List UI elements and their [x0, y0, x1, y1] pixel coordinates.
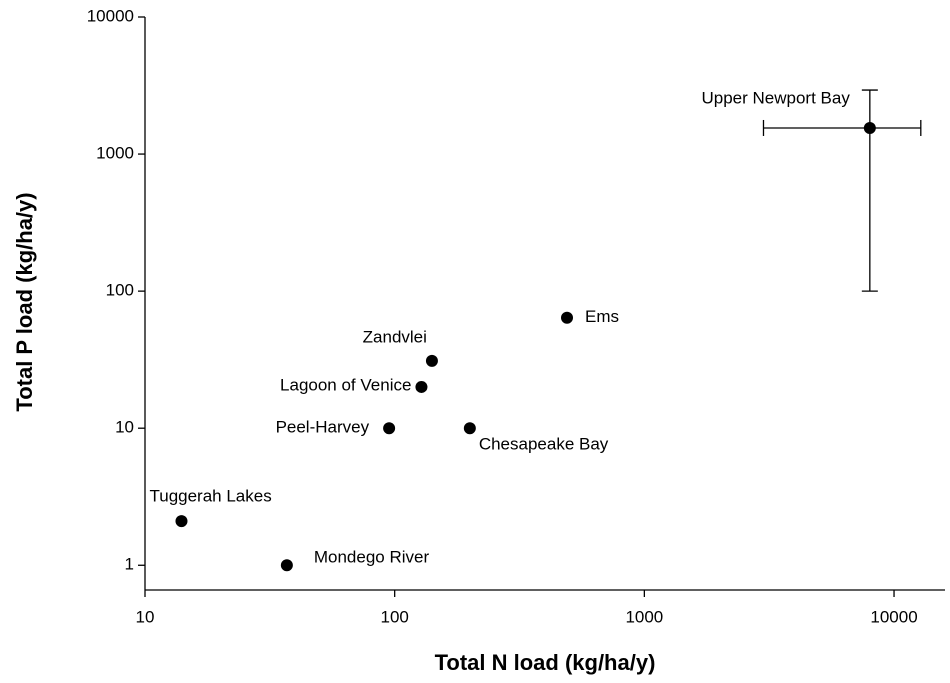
point-label: Upper Newport Bay — [701, 88, 850, 107]
y-tick-label: 1000 — [96, 144, 134, 163]
point-label: Zandvlei — [363, 327, 427, 346]
point — [383, 422, 396, 435]
x-tick-label: 10 — [136, 607, 155, 626]
point-label: Mondego River — [314, 548, 430, 567]
point-label: Lagoon of Venice — [280, 375, 411, 394]
point — [175, 515, 188, 528]
y-tick-label: 100 — [106, 281, 134, 300]
point-label: Chesapeake Bay — [479, 435, 609, 454]
point — [863, 121, 876, 134]
point — [280, 559, 293, 572]
point — [463, 422, 476, 435]
x-tick-label: 100 — [380, 607, 408, 626]
point — [425, 354, 438, 367]
x-tick-label: 10000 — [870, 607, 917, 626]
point — [415, 380, 428, 393]
x-tick-label: 1000 — [625, 607, 663, 626]
y-axis-title: Total P load (kg/ha/y) — [12, 192, 37, 411]
point — [561, 311, 574, 324]
point-label: Tuggerah Lakes — [149, 487, 271, 506]
x-axis-title: Total N load (kg/ha/y) — [435, 650, 656, 675]
point-label: Peel-Harvey — [276, 418, 370, 437]
y-tick-label: 10 — [115, 418, 134, 437]
point-label: Ems — [585, 307, 619, 326]
y-tick-label: 10000 — [87, 6, 134, 25]
y-tick-label: 1 — [125, 555, 134, 574]
